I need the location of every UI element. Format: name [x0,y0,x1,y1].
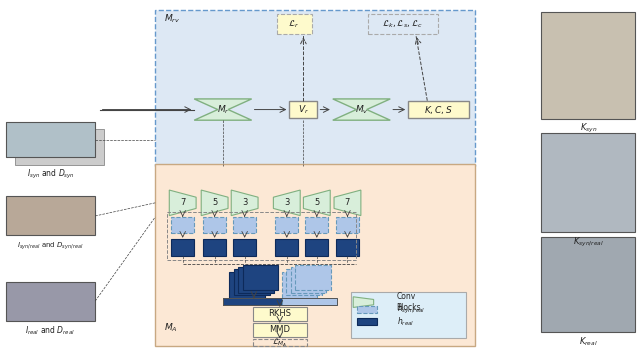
Bar [167,213,356,260]
Bar [172,217,194,233]
Bar [253,339,307,346]
Text: $V_r$: $V_r$ [298,103,309,116]
Bar [172,239,194,256]
Text: RKHS: RKHS [268,309,291,318]
Text: $K_{syn}$: $K_{syn}$ [580,122,597,135]
Bar [291,267,326,293]
Text: $h_{real}$: $h_{real}$ [397,315,413,328]
Text: 7: 7 [345,198,350,207]
Bar [282,298,337,305]
Bar [305,217,328,233]
Text: $\mathcal{L}_r$: $\mathcal{L}_r$ [288,19,300,30]
Bar [234,269,269,295]
Bar [156,10,474,166]
Bar [15,129,104,164]
Bar [275,239,298,256]
Text: $K_{syn/real}$: $K_{syn/real}$ [573,236,604,249]
Bar [357,307,378,314]
Bar [253,323,307,336]
Bar [336,217,359,233]
Text: $I_{real}$ and $D_{real}$: $I_{real}$ and $D_{real}$ [26,325,76,337]
Bar [541,12,636,120]
Bar [203,239,226,256]
Bar [238,267,274,293]
Polygon shape [273,190,300,216]
Text: 3: 3 [284,198,289,207]
Bar [282,272,317,298]
Bar [6,122,95,157]
Bar [286,269,322,295]
Bar [6,197,95,235]
Bar [336,239,359,256]
Text: 5: 5 [212,198,217,207]
Polygon shape [231,190,258,216]
Bar [253,307,307,320]
Text: MMD: MMD [269,325,291,334]
Polygon shape [353,297,374,308]
Polygon shape [201,190,228,216]
Bar [295,265,331,290]
Text: Conv
Blocks: Conv Blocks [397,292,421,312]
Bar [233,217,256,233]
Text: $I_{syn/real}$ and $D_{syn/real}$: $I_{syn/real}$ and $D_{syn/real}$ [17,240,84,252]
Bar [276,14,312,35]
Bar [223,298,282,305]
Bar [351,292,466,338]
Polygon shape [194,99,252,120]
Bar [203,217,226,233]
Bar [156,164,474,346]
Bar [275,217,298,233]
Text: $K_{real}$: $K_{real}$ [579,336,598,348]
Bar [408,101,469,119]
Bar [305,239,328,256]
Polygon shape [334,190,361,216]
Bar [357,318,378,325]
Bar [6,282,95,320]
Bar [229,272,265,298]
Text: $M_v$: $M_v$ [355,103,368,116]
Text: 5: 5 [314,198,319,207]
Text: $M_{rv}$: $M_{rv}$ [164,12,180,25]
Polygon shape [170,190,196,216]
Bar [223,298,337,305]
Bar [541,236,636,332]
Polygon shape [333,99,390,120]
Text: $\mathcal{L}_k, \mathcal{L}_s, \mathcal{L}_c$: $\mathcal{L}_k, \mathcal{L}_s, \mathcal{… [383,19,424,30]
Text: $M_A$: $M_A$ [164,321,177,334]
Text: 3: 3 [242,198,247,207]
Bar [243,265,278,290]
Text: $K, C, S$: $K, C, S$ [424,104,453,116]
Bar [289,101,317,119]
Bar [6,122,95,157]
Text: 7: 7 [180,198,186,207]
Polygon shape [303,190,330,216]
Text: $I_{syn}$ and $D_{syn}$: $I_{syn}$ and $D_{syn}$ [27,168,74,181]
Text: $\mathcal{L}_{M_A}$: $\mathcal{L}_{M_A}$ [272,336,287,349]
Text: $h_{syn/real}$: $h_{syn/real}$ [397,303,425,316]
Bar [368,14,438,35]
Text: $M_r$: $M_r$ [216,103,229,116]
Bar [541,132,636,232]
Bar [233,239,256,256]
